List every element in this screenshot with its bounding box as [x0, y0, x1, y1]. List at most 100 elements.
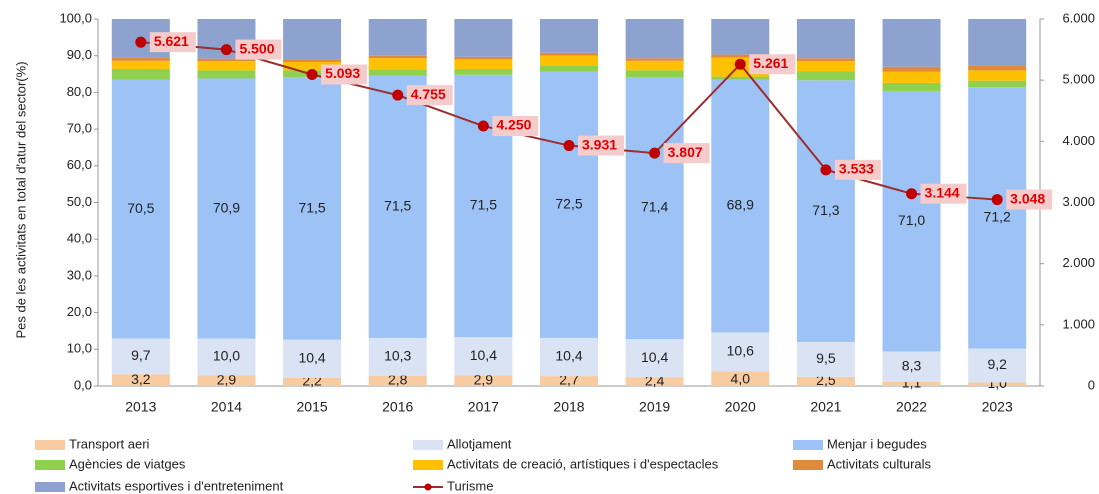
line-marker [220, 44, 232, 56]
x-tick-label: 2017 [468, 399, 499, 415]
legend-swatch [35, 482, 65, 492]
legend-label: Turisme [447, 478, 493, 493]
bar-segment [283, 339, 342, 378]
data-label: 5.093 [325, 65, 360, 81]
data-label: 70,5 [127, 200, 154, 216]
data-label: 10,4 [470, 347, 497, 363]
legend-label: Menjar i begudes [827, 436, 927, 451]
bar-segment [540, 55, 598, 66]
bar-segment [882, 71, 941, 83]
y2-tick-label: 0 [1088, 377, 1095, 392]
x-tick-label: 2014 [211, 399, 242, 415]
y-tick-label: 100,0 [59, 10, 92, 25]
legend-swatch [413, 440, 443, 450]
label-box [321, 64, 368, 85]
bar-segment [625, 76, 684, 340]
bar-segment [711, 79, 770, 333]
data-label: 72,5 [555, 196, 582, 212]
bar-segment [968, 348, 1027, 383]
bar-segment [283, 377, 342, 386]
bar-segment [796, 61, 855, 72]
bar-segment [968, 87, 1027, 349]
bar-segment [454, 59, 513, 69]
bar-segment [197, 61, 256, 71]
bar-segment [111, 338, 170, 375]
y2-tick-label: 3.000 [1062, 194, 1095, 209]
bar-segment [625, 70, 684, 77]
bar-segment [368, 337, 427, 376]
data-label: 3.931 [582, 136, 617, 152]
data-label: 68,9 [727, 197, 754, 213]
data-label: 71,4 [641, 199, 668, 215]
y-axis-title: Pes de les activitats en total d'atur de… [13, 61, 28, 338]
data-label: 10,4 [641, 349, 668, 365]
line-marker [563, 140, 575, 152]
label-box [749, 54, 796, 75]
data-label: 3.807 [668, 144, 703, 160]
data-label: 5.261 [753, 55, 788, 71]
line-marker [649, 147, 661, 159]
x-tick-label: 2021 [810, 399, 841, 415]
line-marker [392, 89, 404, 101]
line-marker [820, 164, 832, 176]
bar-segment [540, 19, 598, 53]
label-box [1006, 189, 1053, 210]
bar-segment [711, 54, 770, 58]
data-label: 71,2 [984, 209, 1011, 225]
bar-segment [540, 376, 598, 386]
data-label: 9,2 [987, 356, 1007, 372]
y-tick-label: 60,0 [67, 157, 92, 172]
bar-segment [283, 59, 342, 62]
bar-segment [711, 332, 770, 372]
label-box [406, 85, 453, 106]
bar-segment [711, 76, 770, 80]
bar-segment [882, 381, 941, 386]
bar-segment [283, 19, 342, 60]
data-label: 5.500 [239, 40, 274, 56]
data-label: 71,5 [470, 197, 497, 213]
label-box [834, 159, 881, 180]
y-tick-label: 0,0 [74, 377, 92, 392]
line-marker [734, 58, 746, 70]
data-label: 9,7 [131, 347, 151, 363]
y2-tick-label: 4.000 [1062, 133, 1095, 148]
legend-label: Activitats esportives i d'entreteniment [69, 478, 284, 493]
bar-segment [540, 52, 598, 56]
data-label: 10,0 [213, 348, 240, 364]
bar-segment [454, 19, 513, 57]
bar-segment [368, 375, 427, 386]
data-label: 2,9 [474, 371, 494, 387]
bar-segment [111, 374, 170, 386]
data-label: 3.533 [839, 161, 874, 177]
legend-swatch [413, 460, 443, 470]
y2-tick-label: 6.000 [1062, 10, 1095, 25]
bar-segment [111, 68, 170, 80]
x-tick-label: 2015 [297, 399, 328, 415]
bar-segment [796, 376, 855, 386]
bar-segment [283, 61, 342, 71]
data-label: 10,4 [298, 350, 325, 366]
bar-segment [711, 19, 770, 55]
bar-segment [625, 60, 684, 71]
data-label: 3.144 [925, 184, 960, 200]
bar-segment [368, 69, 427, 76]
label-box [920, 183, 967, 204]
bar-segment [197, 70, 256, 79]
data-label: 71,5 [298, 199, 325, 215]
legend-swatch [424, 483, 432, 491]
bar-segment [796, 80, 855, 342]
bar-segment [882, 66, 941, 72]
bar-segment [625, 19, 684, 59]
data-label: 8,3 [902, 357, 922, 373]
bar-segment [454, 56, 513, 60]
bar-segment [197, 338, 256, 376]
line-marker [477, 120, 489, 132]
data-label: 71,3 [812, 202, 839, 218]
bar-segment [796, 71, 855, 81]
bar-segment [197, 78, 256, 339]
x-tick-label: 2018 [553, 399, 584, 415]
y-tick-label: 10,0 [67, 341, 92, 356]
bar-segment [540, 337, 598, 377]
bar-segment [368, 55, 427, 59]
bar-segment [796, 58, 855, 62]
